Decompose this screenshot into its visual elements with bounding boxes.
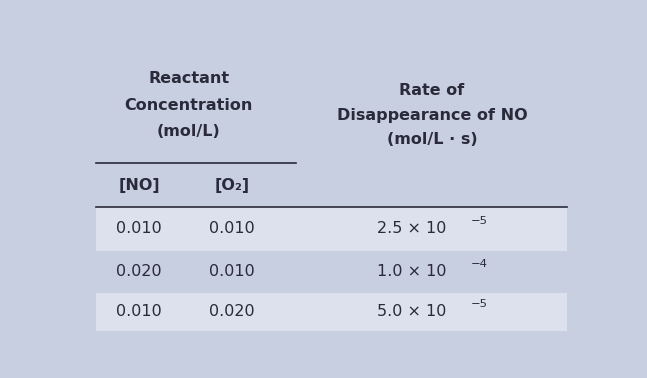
Bar (96, 163, 567, 207)
Text: −4: −4 (471, 259, 488, 269)
Text: 0.020: 0.020 (116, 265, 162, 279)
Text: 0.010: 0.010 (116, 304, 162, 319)
Text: −5: −5 (471, 299, 488, 309)
Text: [NO]: [NO] (118, 178, 160, 192)
Text: [O₂]: [O₂] (214, 178, 249, 192)
Text: 5.0 × 10: 5.0 × 10 (377, 304, 446, 319)
Text: 0.010: 0.010 (209, 221, 255, 236)
Text: 0.010: 0.010 (209, 265, 255, 279)
Text: (mol/L): (mol/L) (157, 124, 221, 139)
Text: 2.5 × 10: 2.5 × 10 (377, 221, 446, 236)
Text: Reactant: Reactant (148, 71, 229, 86)
Text: (mol/L · s): (mol/L · s) (386, 132, 477, 147)
Bar (96, 293, 567, 331)
Text: 1.0 × 10: 1.0 × 10 (377, 265, 446, 279)
Text: 0.020: 0.020 (209, 304, 255, 319)
Text: Disappearance of NO: Disappearance of NO (336, 108, 527, 123)
Text: −5: −5 (471, 215, 488, 226)
Text: Concentration: Concentration (124, 98, 253, 113)
Bar (96, 54, 567, 163)
Text: Rate of: Rate of (399, 83, 465, 98)
Bar (96, 207, 567, 251)
Text: 0.010: 0.010 (116, 221, 162, 236)
Bar (96, 251, 567, 293)
